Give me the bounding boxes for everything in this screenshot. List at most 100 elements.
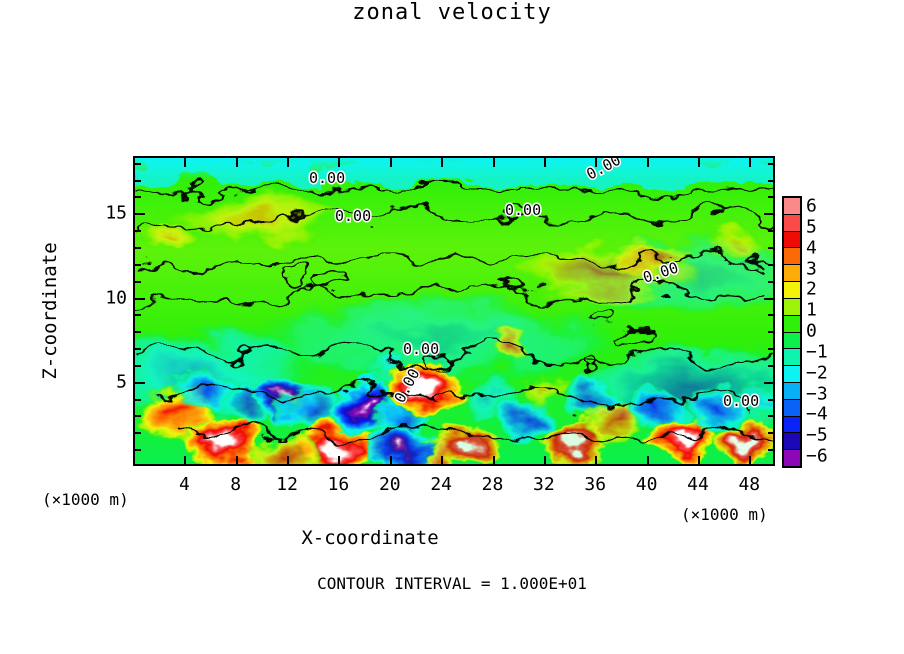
colorbar-tick-label: −6	[806, 445, 828, 467]
x-tick-mark	[389, 456, 392, 466]
y-tick-mark	[134, 348, 141, 351]
y-tick-mark	[134, 381, 145, 384]
y-tick-mark	[134, 280, 141, 283]
x-tick-mark	[646, 157, 649, 167]
contour-label: 0.00	[505, 201, 541, 219]
colorbar-tick-label: −5	[806, 424, 828, 446]
colorbar-tick-label: 6	[806, 195, 817, 217]
colorbar-band-10	[784, 366, 800, 383]
x-tick-mark	[441, 157, 444, 167]
colorbar-band-5	[784, 282, 800, 299]
x-tick-label: 32	[533, 474, 555, 495]
x-tick-label: 12	[276, 474, 298, 495]
y-tick-label: 15	[105, 202, 127, 224]
colorbar-band-9	[784, 349, 800, 367]
x-tick-mark	[184, 157, 187, 167]
x-axis-label: X-coordinate	[301, 527, 439, 549]
colorbar-tick-label: −4	[806, 403, 828, 425]
y-unit-label: (×1000 m)	[42, 490, 129, 509]
y-tick-mark	[768, 179, 775, 182]
x-tick-label: 40	[635, 474, 658, 495]
colorbar-tick-label: −1	[806, 341, 828, 363]
colorbar-tick-label: 4	[806, 237, 817, 259]
y-tick-mark	[134, 246, 141, 249]
y-tick-mark	[134, 432, 141, 435]
colorbar-tick-label: −2	[806, 362, 828, 384]
colorbar-band-1	[784, 214, 800, 232]
y-tick-mark	[768, 415, 775, 418]
colorbar-band-8	[784, 332, 800, 350]
contour-label: 0.00	[309, 169, 345, 187]
y-tick-label: 5	[116, 371, 127, 393]
x-tick-label: 8	[230, 474, 242, 495]
contour-label: 0.00	[335, 207, 371, 225]
x-tick-mark	[749, 456, 752, 466]
y-tick-mark	[768, 364, 775, 367]
y-tick-mark	[134, 230, 141, 233]
x-tick-mark	[492, 157, 495, 167]
x-tick-label: 48	[738, 474, 761, 495]
y-tick-mark	[134, 263, 141, 266]
colorbar	[782, 196, 802, 468]
contour-label: 0.00	[403, 340, 439, 358]
colorbar-band-6	[784, 298, 800, 316]
y-tick-mark	[768, 432, 775, 435]
y-tick-mark	[134, 449, 141, 452]
y-tick-mark	[768, 280, 775, 283]
x-tick-mark	[543, 456, 546, 466]
y-tick-mark	[134, 398, 141, 401]
y-tick-mark	[768, 196, 775, 199]
y-tick-mark	[134, 297, 145, 300]
y-tick-mark	[768, 246, 775, 249]
contour-interval-note: CONTOUR INTERVAL = 1.000E+01	[317, 574, 587, 593]
y-tick-mark	[134, 364, 141, 367]
colorbar-tick-label: 5	[806, 216, 817, 238]
x-tick-mark	[184, 456, 187, 466]
colorbar-band-13	[784, 416, 800, 434]
x-tick-label: 36	[584, 474, 607, 495]
x-tick-label: 20	[378, 474, 401, 495]
x-tick-mark	[441, 456, 444, 466]
y-tick-mark	[768, 348, 775, 351]
x-tick-mark	[595, 157, 598, 167]
colorbar-tick-label: 0	[806, 320, 817, 342]
colorbar-band-7	[784, 315, 800, 333]
colorbar-tick-label: 3	[806, 258, 817, 279]
colorbar-labels: 6 5 4 3 2 1 0 −1 −2 −3 −4 −5 −6	[806, 196, 840, 468]
y-tick-label: 10	[105, 287, 127, 309]
x-tick-label: 24	[430, 474, 452, 495]
y-tick-mark	[768, 230, 775, 233]
x-tick-mark	[749, 157, 752, 167]
y-tick-mark	[768, 162, 775, 165]
x-tick-mark	[492, 456, 495, 466]
y-tick-mark	[768, 449, 775, 452]
x-tick-mark	[287, 157, 290, 167]
y-tick-mark	[134, 162, 141, 165]
y-tick-mark	[764, 381, 775, 384]
x-tick-mark	[338, 456, 341, 466]
x-tick-label: 28	[481, 474, 504, 495]
colorbar-band-12	[784, 399, 800, 417]
x-tick-mark	[697, 456, 700, 466]
page-title: zonal velocity	[352, 0, 552, 25]
y-tick-mark	[134, 415, 141, 418]
y-tick-mark	[134, 314, 141, 317]
colorbar-band-0	[784, 198, 800, 215]
x-tick-label: 44	[687, 474, 709, 495]
contour-label: 0.00	[723, 392, 759, 410]
colorbar-tick-label: 2	[806, 278, 817, 300]
colorbar-tick-label: 1	[806, 299, 817, 321]
x-tick-mark	[235, 456, 238, 466]
y-axis-label: Z-coordinate	[39, 242, 61, 380]
x-tick-mark	[646, 456, 649, 466]
y-tick-mark	[768, 314, 775, 317]
y-tick-mark	[134, 213, 145, 216]
colorbar-band-2	[784, 231, 800, 249]
y-tick-mark	[764, 213, 775, 216]
x-tick-mark	[543, 157, 546, 167]
colorbar-band-11	[784, 382, 800, 400]
x-tick-mark	[697, 157, 700, 167]
x-tick-mark	[595, 456, 598, 466]
x-tick-mark	[338, 157, 341, 167]
colorbar-tick-label: −3	[806, 383, 828, 404]
